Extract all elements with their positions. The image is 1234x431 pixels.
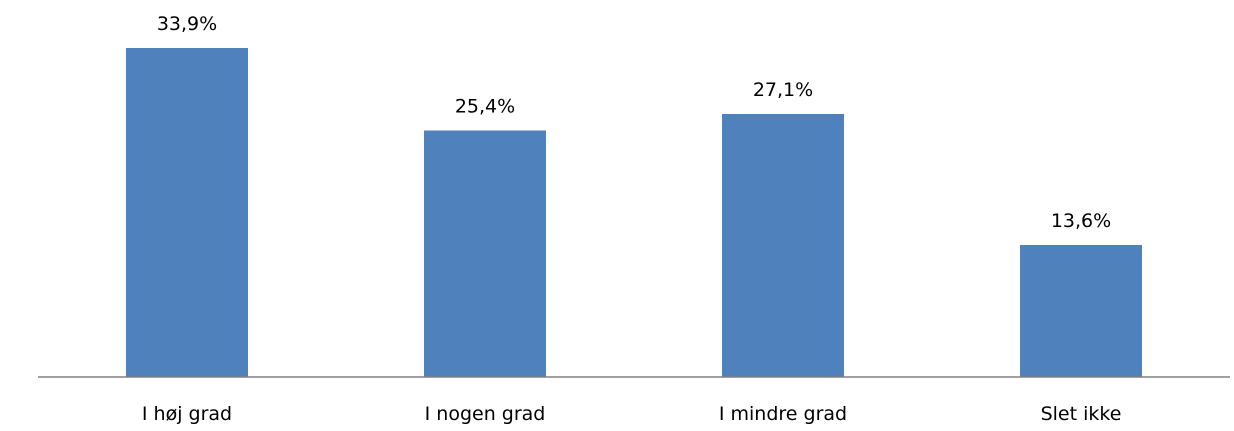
bar-value-label: 27,1% [753, 79, 813, 101]
bar [722, 114, 844, 377]
x-tick-label: I høj grad [142, 403, 232, 425]
category-labels-layer: I høj grad I nogen grad I mindre grad Slet … [142, 403, 1122, 425]
bar-value-label: 13,6% [1051, 210, 1111, 232]
bar-value-label: 25,4% [455, 96, 515, 118]
value-labels-layer: 33,9% 25,4% 27,1% 13,6% [157, 13, 1111, 232]
x-tick-label: Slet ikke [1041, 403, 1122, 425]
bar [1020, 245, 1142, 377]
x-tick-label: I mindre grad [719, 403, 847, 425]
bar [126, 48, 248, 377]
bars-layer [126, 48, 1142, 377]
x-tick-label: I nogen grad [425, 403, 546, 425]
bar-value-label: 33,9% [157, 13, 217, 35]
bar [424, 130, 546, 377]
